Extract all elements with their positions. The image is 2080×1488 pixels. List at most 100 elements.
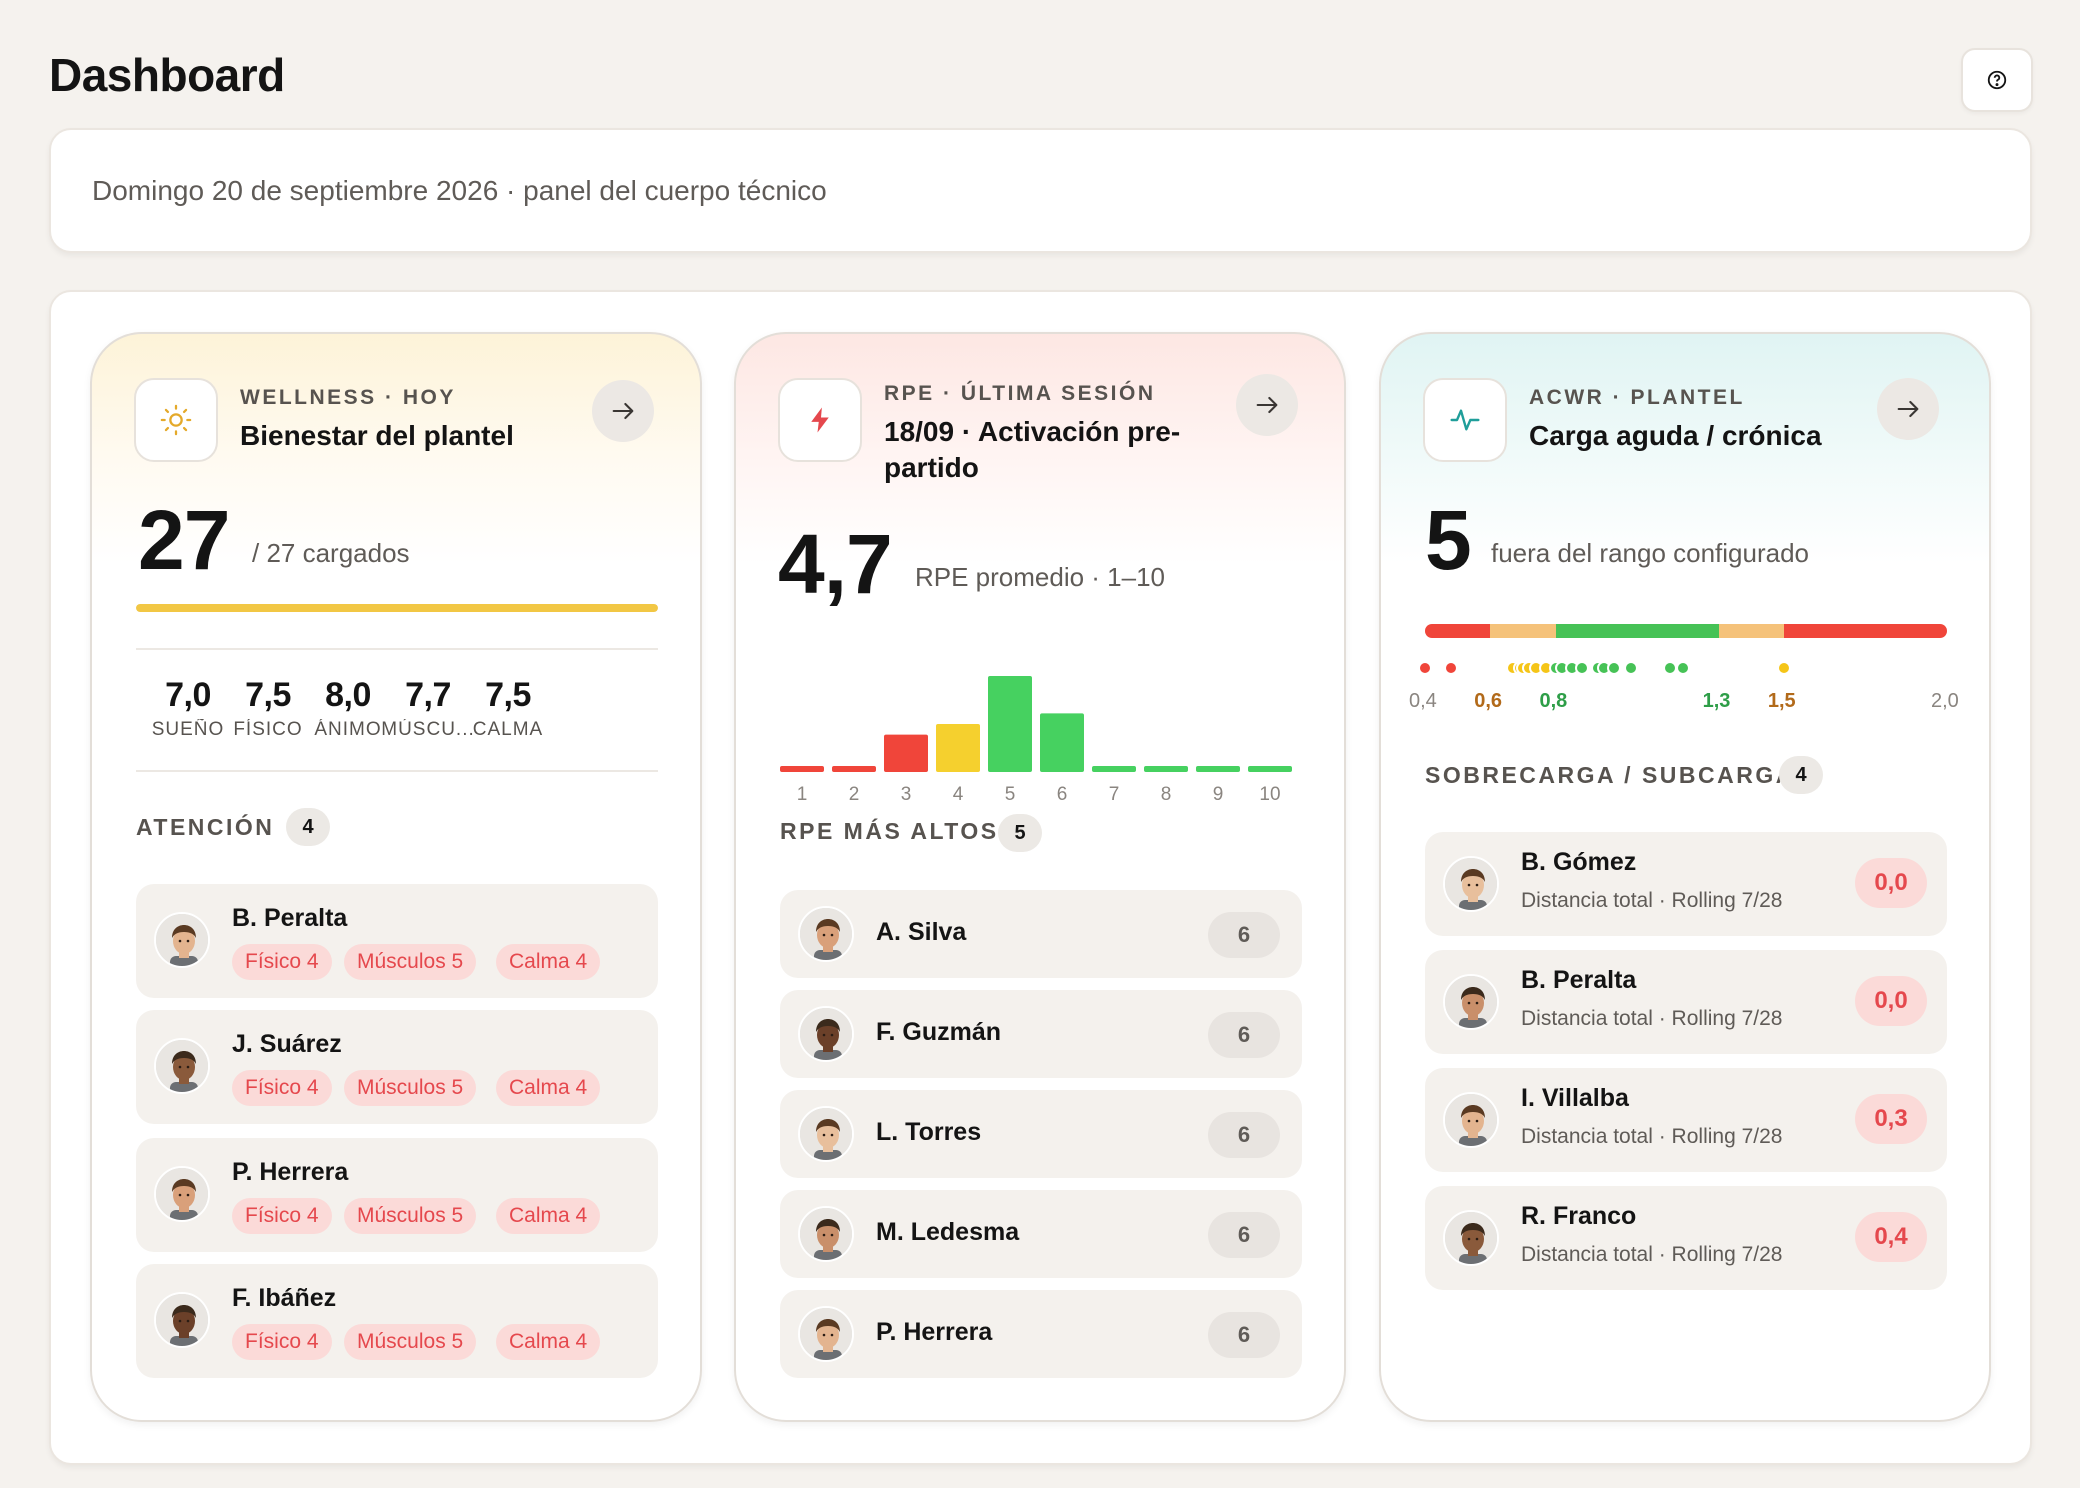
avatar [1443,974,1499,1030]
player-name: L. Torres [876,1118,982,1146]
rpe-bar-9 [1196,766,1240,772]
metric-value: 7,5 [245,676,291,714]
acwr-value-badge: 0,3 [1855,1094,1927,1144]
acwr-scale-label: 2,0 [1931,690,1959,712]
rpe-bar-4 [936,724,980,772]
avatar [1443,856,1499,912]
rpe-value-badge: 6 [1208,1312,1280,1358]
attention-player-row[interactable]: J. Suárez Físico 4 Músculos 5 Calma 4 [136,1010,658,1124]
metric-value: 7,0 [165,676,211,714]
attention-section-label: ATENCIÓN [136,814,275,840]
acwr-player-dot[interactable] [1418,661,1432,675]
top-rpe-player-row[interactable]: P. Herrera 6 [780,1290,1302,1378]
wellness-metric: 8,0 ÁNIMO [296,676,400,741]
top-rpe-player-row[interactable]: A. Silva 6 [780,890,1302,978]
acwr-open-button[interactable] [1877,378,1939,440]
acwr-out-of-range-count: 5 [1425,493,1472,587]
acwr-player-dot[interactable] [1444,661,1459,675]
rpe-bar-10 [1248,766,1292,772]
acwr-value-badge: 0,4 [1855,1212,1927,1262]
wellness-loaded-count: 27 [138,493,230,587]
wellness-metric: 7,7 MÚSCU... [376,676,480,741]
acwr-scale-label: 0,6 [1474,690,1503,712]
arrow-right-icon [1256,396,1278,414]
top-rpe-count-badge: 5 [998,814,1042,852]
wellness-card[interactable]: WELLNESS · HOY Bienestar del plantel 27 … [90,332,702,1422]
arrow-right-icon [1897,400,1919,418]
rpe-tick-label: 4 [953,784,964,804]
avatar-photo [1445,858,1497,910]
top-rpe-player-row[interactable]: L. Torres 6 [780,1090,1302,1178]
attention-player-row[interactable]: P. Herrera Físico 4 Músculos 5 Calma 4 [136,1138,658,1252]
attention-player-row[interactable]: F. Ibáñez Físico 4 Músculos 5 Calma 4 [136,1264,658,1378]
wellness-progress-fill [136,604,658,612]
rpe-bar-1 [780,766,824,772]
acwr-zone-segment [1783,624,1947,638]
wellness-kicker: WELLNESS · HOY [240,386,456,409]
load-player-row[interactable]: B. Peralta Distancia total · Rolling 7/28… [1425,950,1947,1054]
load-player-row[interactable]: R. Franco Distancia total · Rolling 7/28 0… [1425,1186,1947,1290]
player-name: I. Villalba [1521,1084,1629,1112]
acwr-player-dot[interactable] [1662,661,1677,675]
acwr-kicker: ACWR · PLANTEL [1529,386,1745,409]
metric-value: 7,5 [485,676,531,714]
avatar-photo [156,1168,208,1220]
page-title: Dashboard [49,49,285,101]
rpe-bar-7 [1092,766,1136,772]
date-banner: Domingo 20 de septiembre 2026 · panel de… [49,128,2032,253]
acwr-scale-label: 0,4 [1409,690,1437,712]
top-rpe-player-row[interactable]: F. Guzmán 6 [780,990,1302,1078]
rpe-value-badge: 6 [1208,1112,1280,1158]
help-button[interactable] [1961,48,2033,112]
avatar [1443,1092,1499,1148]
acwr-player-dot[interactable] [1607,661,1622,675]
rpe-average-value: 4,7 [778,517,893,611]
top-rpe-section-label: RPE MÁS ALTOS [780,818,999,844]
load-player-row[interactable]: B. Gómez Distancia total · Rolling 7/28 0,… [1425,832,1947,936]
rpe-open-button[interactable] [1236,374,1298,436]
avatar-photo [1445,1094,1497,1146]
acwr-out-of-range-label: fuera del rango configurado [1491,538,1810,568]
avatar-photo [800,1208,852,1260]
avatar [154,1166,210,1222]
rpe-kicker: RPE · ÚLTIMA SESIÓN [884,382,1156,405]
avatar [154,912,210,968]
acwr-zone-segment [1718,624,1784,638]
acwr-card[interactable]: ACWR · PLANTEL Carga aguda / crónica 5 f… [1379,332,1991,1422]
acwr-player-dot[interactable] [1623,661,1638,675]
rpe-tick-label: 8 [1161,784,1172,804]
acwr-zone-segment [1425,624,1491,638]
acwr-player-dot[interactable] [1675,661,1690,675]
acwr-scale-label: 0,8 [1539,690,1568,712]
acwr-value-badge: 0,0 [1855,976,1927,1026]
wellness-open-button[interactable] [592,380,654,442]
rpe-card[interactable]: RPE · ÚLTIMA SESIÓN 18/09 · Activación p… [734,332,1346,1422]
load-metric-description: Distancia total · Rolling 7/28 [1521,889,1783,912]
metric-value: 8,0 [325,676,371,714]
arrow-right-icon [612,402,634,420]
attention-count-badge: 4 [286,808,330,846]
avatar-photo [1445,976,1497,1028]
rpe-tick-label: 3 [901,784,912,804]
avatar-photo [156,1040,208,1092]
load-count-badge: 4 [1779,756,1823,794]
load-player-row[interactable]: I. Villalba Distancia total · Rolling 7/2… [1425,1068,1947,1172]
avatar-photo [156,914,208,966]
avatar [154,1292,210,1348]
acwr-player-dot[interactable] [1776,661,1791,675]
wellness-icon-box [134,378,218,462]
rpe-average-label: RPE promedio · 1–10 [915,562,1166,592]
acwr-icon-box [1423,378,1507,462]
top-rpe-player-row[interactable]: M. Ledesma 6 [780,1190,1302,1278]
acwr-range-scale: 0,4 0,6 0,8 1,3 1,5 2,0 [1381,334,1989,734]
attention-player-row[interactable]: B. Peralta Físico 4 Músculos 5 Calma 4 [136,884,658,998]
metric-value: 7,7 [405,676,451,714]
wellness-flag-tag: Físico 4 [232,1324,332,1360]
avatar-photo [800,908,852,960]
rpe-tick-label: 7 [1109,784,1120,804]
rpe-value-badge: 6 [1208,1212,1280,1258]
rpe-icon-box [778,378,862,462]
load-metric-description: Distancia total · Rolling 7/28 [1521,1125,1783,1148]
avatar-photo [1445,1212,1497,1264]
acwr-player-dot[interactable] [1574,661,1589,675]
